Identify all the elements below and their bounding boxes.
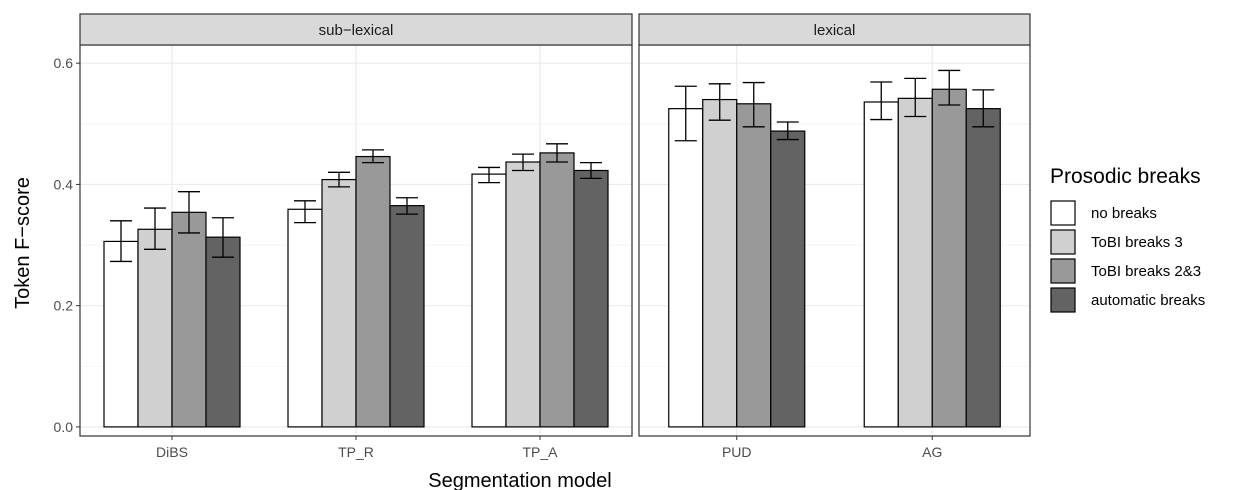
error-bar (708, 83, 731, 121)
error-bar (580, 161, 602, 180)
bar-pud-4 (770, 130, 806, 428)
facet-strip-label: sub−lexical (319, 22, 394, 39)
bar-pud-2 (702, 98, 738, 428)
bar-tp-r-1 (287, 208, 323, 428)
error-bar (144, 207, 166, 250)
y-tick-label: 0.2 (54, 298, 74, 314)
legend-item: ToBI breaks 3 (1050, 229, 1183, 255)
bar-tp-a-4 (573, 169, 609, 428)
bar-dibs-3 (171, 211, 207, 428)
legend-key (1050, 229, 1076, 255)
x-tick-label: DiBS (156, 444, 188, 460)
y-tick-label: 0.6 (54, 55, 74, 71)
y-axis-title: Token F−score (12, 177, 34, 309)
error-bar (110, 220, 132, 263)
legend-title: Prosodic breaks (1050, 165, 1201, 188)
bar-tp-r-4 (389, 205, 425, 428)
bar-tp-a-2 (505, 161, 541, 428)
bar-tp-a-3 (539, 152, 575, 428)
error-bar (870, 81, 893, 121)
error-bar (362, 149, 384, 164)
bar-pud-3 (736, 103, 772, 428)
error-bar (212, 217, 234, 258)
x-tick-label: PUD (722, 444, 752, 460)
legend-item: ToBI breaks 2&3 (1050, 258, 1201, 284)
error-bar (512, 153, 534, 172)
error-bar (938, 69, 961, 106)
bar-pud-1 (668, 108, 704, 428)
error-bar (328, 171, 350, 188)
facet-panel: PUD AG lexical (638, 13, 1031, 460)
bar-tp-r-3 (355, 155, 391, 428)
facet-panel: DiBS TP_R TP_A sub−lexical (79, 13, 633, 460)
error-bar (776, 121, 799, 141)
facet-strip (79, 13, 633, 46)
legend-key (1050, 258, 1076, 284)
error-bar (178, 191, 200, 234)
error-bar (396, 197, 418, 215)
legend-key (1050, 200, 1076, 226)
error-bar (742, 81, 765, 128)
legend-key (1050, 287, 1076, 313)
facet-strip-label: lexical (814, 22, 856, 39)
error-bar (294, 200, 316, 224)
facet-strip (638, 13, 1031, 46)
legend: Prosodic breaks no breaks ToBI breaks 3 To… (1050, 165, 1205, 313)
legend-label: no breaks (1091, 205, 1157, 222)
legend-label: ToBI breaks 3 (1091, 234, 1183, 251)
bar-dibs-1 (103, 240, 139, 428)
bar-dibs-2 (137, 228, 173, 428)
bar-dibs-4 (205, 236, 241, 428)
legend-item: automatic breaks (1050, 287, 1205, 313)
error-bar (546, 143, 568, 163)
x-tick-label: AG (922, 444, 942, 460)
bar-tp-a-1 (471, 173, 507, 428)
bar-tp-r-2 (321, 178, 357, 428)
bar-ag-3 (931, 88, 967, 428)
bar-ag-4 (965, 108, 1001, 428)
error-bar (972, 89, 995, 128)
x-axis-title: Segmentation model (428, 470, 611, 490)
y-tick-label: 0.4 (54, 176, 74, 192)
x-tick-label: TP_R (338, 444, 374, 460)
x-tick-label: TP_A (522, 444, 558, 460)
error-bar (478, 166, 500, 184)
legend-label: ToBI breaks 2&3 (1091, 263, 1201, 280)
legend-label: automatic breaks (1091, 292, 1205, 309)
y-axis: 0.0 0.2 0.4 0.6 (54, 55, 80, 435)
facet-panels: DiBS TP_R TP_A sub−lexical PUD AG lexical (79, 13, 1031, 460)
bar-ag-2 (897, 97, 933, 428)
legend-item: no breaks (1050, 200, 1157, 226)
bar-ag-1 (863, 101, 899, 428)
error-bar (674, 85, 697, 142)
error-bar (904, 77, 927, 118)
y-tick-label: 0.0 (54, 419, 74, 435)
